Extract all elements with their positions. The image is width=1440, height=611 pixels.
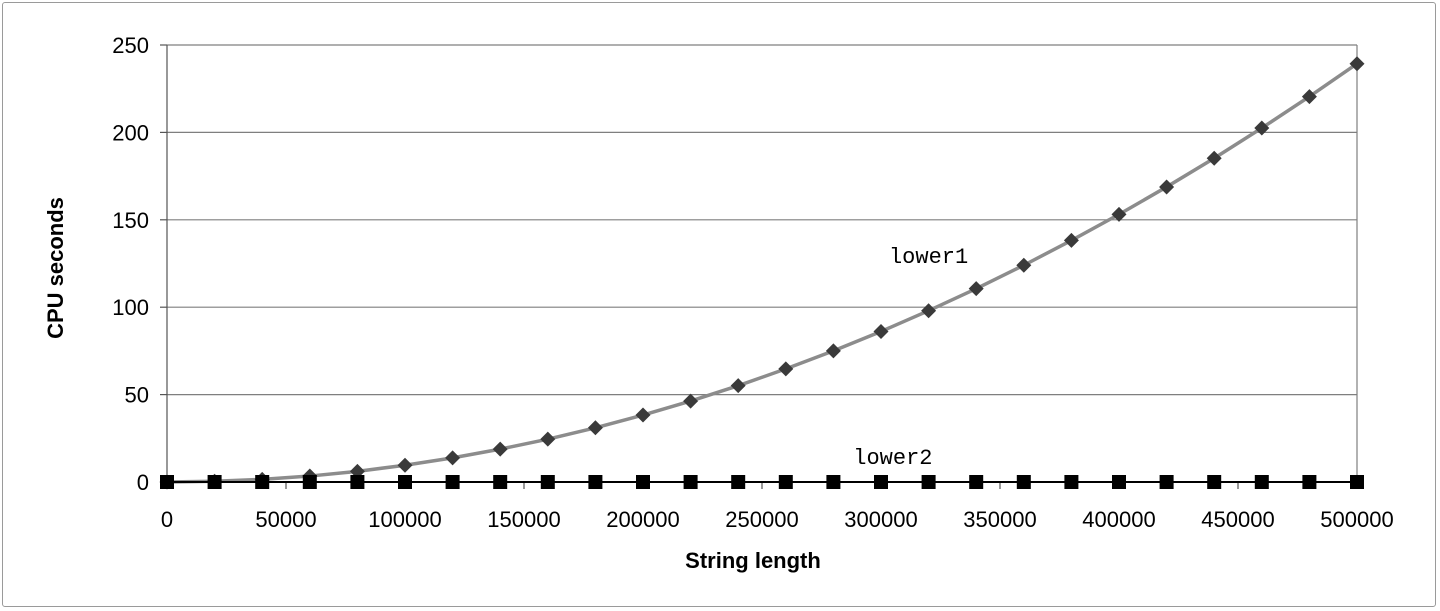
- x-tick-label: 50000: [255, 507, 316, 532]
- series-point-lower2: [778, 475, 793, 489]
- series-point-lower1: [825, 343, 841, 359]
- annotations: lower1 lower2: [853, 245, 968, 471]
- series-point-lower2: [683, 475, 698, 489]
- series-point-lower1: [968, 281, 984, 297]
- series-point-lower1: [587, 420, 603, 436]
- series-point-lower2: [350, 475, 365, 489]
- x-tick-labels: 0 50000 100000 150000 200000 250000 300000 3500…: [161, 507, 1394, 532]
- series-point-lower2: [1112, 475, 1126, 489]
- y-tick-label: 100: [112, 295, 149, 320]
- series-point-lower1: [683, 393, 699, 409]
- series-point-lower2: [1064, 475, 1079, 489]
- series-point-lower2: [302, 475, 317, 489]
- series-point-lower1: [1016, 257, 1032, 273]
- series-point-lower1: [1111, 206, 1127, 222]
- series-point-lower2: [1159, 475, 1174, 489]
- series-point-lower1: [921, 303, 937, 319]
- y-tick-label: 200: [112, 120, 149, 145]
- series-point-lower1: [635, 407, 651, 423]
- series-point-lower2: [588, 475, 603, 489]
- series-point-lower2: [540, 475, 555, 489]
- series-point-lower1: [1349, 56, 1365, 72]
- x-tick-label: 0: [161, 507, 173, 532]
- series-point-lower2: [969, 475, 984, 489]
- series-point-lower2: [1016, 475, 1031, 489]
- series: [159, 56, 1365, 490]
- series-point-lower1: [540, 431, 556, 447]
- series-point-lower1: [778, 361, 794, 377]
- series-point-lower1: [730, 378, 746, 394]
- series-point-lower2: [921, 475, 936, 489]
- series-point-lower2: [636, 475, 650, 489]
- y-tick-label: 250: [112, 33, 149, 58]
- series-point-lower2: [398, 475, 412, 489]
- series-point-lower1: [492, 441, 508, 457]
- annotation-lower1: lower1: [889, 245, 968, 270]
- x-tick-label: 200000: [606, 507, 679, 532]
- series-point-lower1: [445, 450, 461, 466]
- series-point-lower2: [1302, 475, 1317, 489]
- series-point-lower2: [826, 475, 841, 489]
- x-tick-label: 400000: [1082, 507, 1155, 532]
- x-tick-label: 500000: [1320, 507, 1393, 532]
- series-point-lower1: [873, 323, 889, 339]
- series-point-lower2: [255, 475, 270, 489]
- series-point-lower1: [1063, 232, 1079, 248]
- x-tick-label: 450000: [1201, 507, 1274, 532]
- series-point-lower2: [160, 475, 174, 489]
- x-tick-label: 100000: [368, 507, 441, 532]
- x-axis-title: String length: [685, 548, 821, 573]
- x-tick-label: 150000: [487, 507, 560, 532]
- gridlines: [167, 44, 1357, 483]
- series-point-lower2: [445, 475, 460, 489]
- series-point-lower2: [493, 475, 508, 489]
- series-point-lower1: [1301, 89, 1317, 105]
- x-tick-label: 350000: [963, 507, 1036, 532]
- y-tick-label: 0: [137, 470, 149, 495]
- series-point-lower2: [874, 475, 888, 489]
- series-point-lower1: [397, 457, 413, 473]
- series-point-lower2: [1350, 475, 1364, 489]
- annotation-lower2: lower2: [853, 446, 932, 471]
- series-point-lower2: [207, 475, 222, 489]
- series-point-lower1: [1254, 120, 1270, 136]
- y-axis-title: CPU seconds: [43, 197, 68, 339]
- x-tick-label: 250000: [725, 507, 798, 532]
- y-tick-label: 50: [125, 383, 149, 408]
- series-point-lower1: [1159, 179, 1175, 195]
- series-point-lower2: [731, 475, 746, 489]
- x-tick-label: 300000: [844, 507, 917, 532]
- series-line-lower1: [166, 62, 1358, 484]
- axes: [160, 44, 1358, 489]
- y-tick-label: 150: [112, 208, 149, 233]
- series-point-lower1: [1206, 150, 1222, 166]
- y-tick-labels: 0 50 100 150 200 250: [112, 33, 149, 495]
- series-point-lower2: [1207, 475, 1222, 489]
- series-point-lower2: [1254, 475, 1269, 489]
